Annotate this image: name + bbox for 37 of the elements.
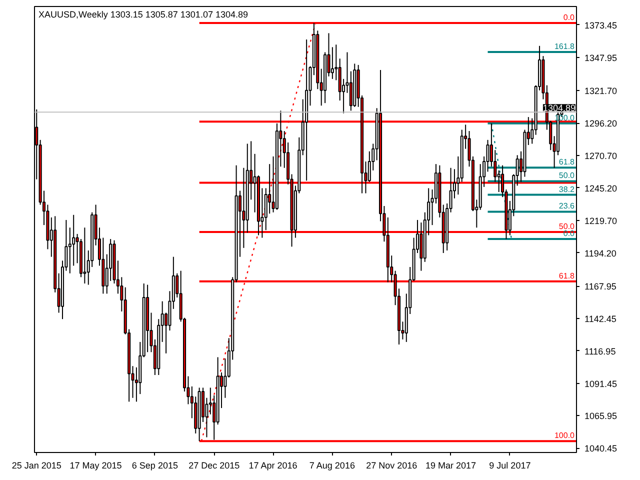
y-tick-label: 1142.45 [584, 314, 616, 324]
annotation: 61.8 [558, 158, 576, 167]
chart-title: XAUUSD,Weekly 1303.15 1305.87 1301.07 1304.89 [38, 10, 248, 20]
candlestick [349, 70, 352, 112]
candlestick [330, 46, 334, 80]
x-tick-label: 17 Apr 2016 [248, 460, 298, 470]
y-tick-label: 1270.70 [584, 151, 618, 162]
annotation: 23.6 [558, 202, 576, 211]
x-tick-label: 6 Sep 2015 [132, 460, 178, 470]
y-tick-label: 1296.20 [584, 118, 618, 129]
annotation: 161.8 [554, 42, 576, 51]
y-tick-label: 1245.20 [584, 183, 618, 194]
annotation: 100.0 [554, 431, 576, 440]
annotation: 50.0 [558, 171, 576, 180]
y-tick-label: 1373.45 [584, 20, 618, 30]
y-tick-label: 1194.20 [584, 248, 616, 258]
x-tick-label: 27 Nov 2016 [366, 460, 418, 470]
y-tick-label: 1040.45 [584, 444, 618, 454]
annotation: 61.8 [558, 271, 576, 280]
y-tick-label: 1321.70 [584, 86, 618, 96]
annotation: 38.2 [558, 184, 576, 194]
y-tick-label: 1065.95 [584, 411, 618, 422]
y-tick-label: 1219.70 [584, 216, 618, 226]
x-tick-label: 9 Jul 2017 [489, 460, 531, 470]
x-tick-label: 7 Aug 2016 [309, 460, 355, 470]
y-tick-label: 1116.95 [584, 346, 616, 356]
annotation: 0.0 [563, 13, 576, 22]
y-tick-label: 1347.95 [584, 52, 618, 63]
annotation: 50.0 [558, 222, 576, 232]
y-tick-label: 1167.95 [584, 282, 616, 292]
x-tick-label: 17 May 2015 [70, 460, 122, 470]
y-tick-label: 1091.45 [584, 378, 618, 389]
candlestick [83, 227, 86, 284]
x-tick-label: 25 Jan 2015 [12, 460, 62, 470]
x-tick-label: 19 Mar 2017 [426, 460, 476, 470]
ref-line-label: 1304.89 [542, 103, 576, 114]
x-tick-label: 27 Dec 2015 [188, 460, 240, 470]
